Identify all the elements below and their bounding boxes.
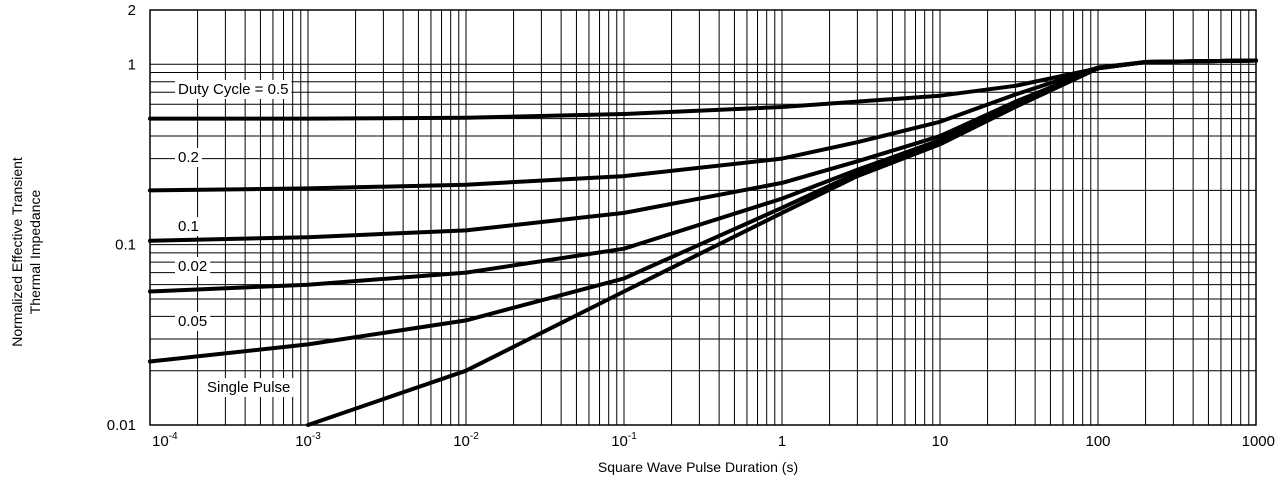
x-tick-label: 100 [1085,433,1110,450]
x-tick-label: 10-3 [295,431,321,450]
series-label-single-pulse: Single Pulse [207,379,290,396]
x-tick-label: 1 [778,433,786,450]
series-label-bg-3 [175,257,211,276]
x-axis-tick-labels: 10-4 10-3 10-2 10-1 1 10 100 1000 [152,431,1275,450]
plot-frame [149,9,1257,426]
series-label-bg-2 [175,217,202,236]
series-label-bg-1 [175,148,202,167]
y-axis-title-line-2: Thermal Impedance [27,190,43,315]
curves [148,58,1258,427]
series-label-0.1: 0.1 [178,218,199,235]
series-label-0.05: 0.05 [178,313,207,330]
x-tick-label: 10-1 [611,431,637,450]
y-tick-label: 0.01 [107,417,136,434]
series-line-2 [148,58,1258,243]
x-tick-label: 10-4 [152,431,178,450]
series-label-0.02: 0.02 [178,258,207,275]
series-line-3 [148,58,1258,294]
x-axis-title: Square Wave Pulse Duration (s) [598,459,798,475]
y-tick-label: 1 [128,56,136,73]
series-line-5 [306,58,1258,427]
x-tick-label: 1000 [1242,433,1275,450]
series-labels: Duty Cycle = 0.5 0.2 0.1 0.02 0.05 Singl… [178,81,290,396]
y-tick-label: 2 [128,2,136,19]
series-label-bg-4 [175,312,211,331]
x-tick-label: 10-2 [453,431,479,450]
series-label-bg-5 [204,378,294,397]
y-tick-label: 0.1 [115,237,136,254]
x-tick-label: 10 [932,433,949,450]
series-line-1 [148,58,1258,193]
series-label-duty-0.5: Duty Cycle = 0.5 [178,81,288,98]
y-axis-tick-labels: 2 1 0.1 0.01 [107,2,136,434]
series-label-0.2: 0.2 [178,149,199,166]
y-axis-title-line-1: Normalized Effective Transient [9,157,25,347]
series-label-backgrounds [175,80,294,397]
series-label-bg-0 [175,80,292,99]
